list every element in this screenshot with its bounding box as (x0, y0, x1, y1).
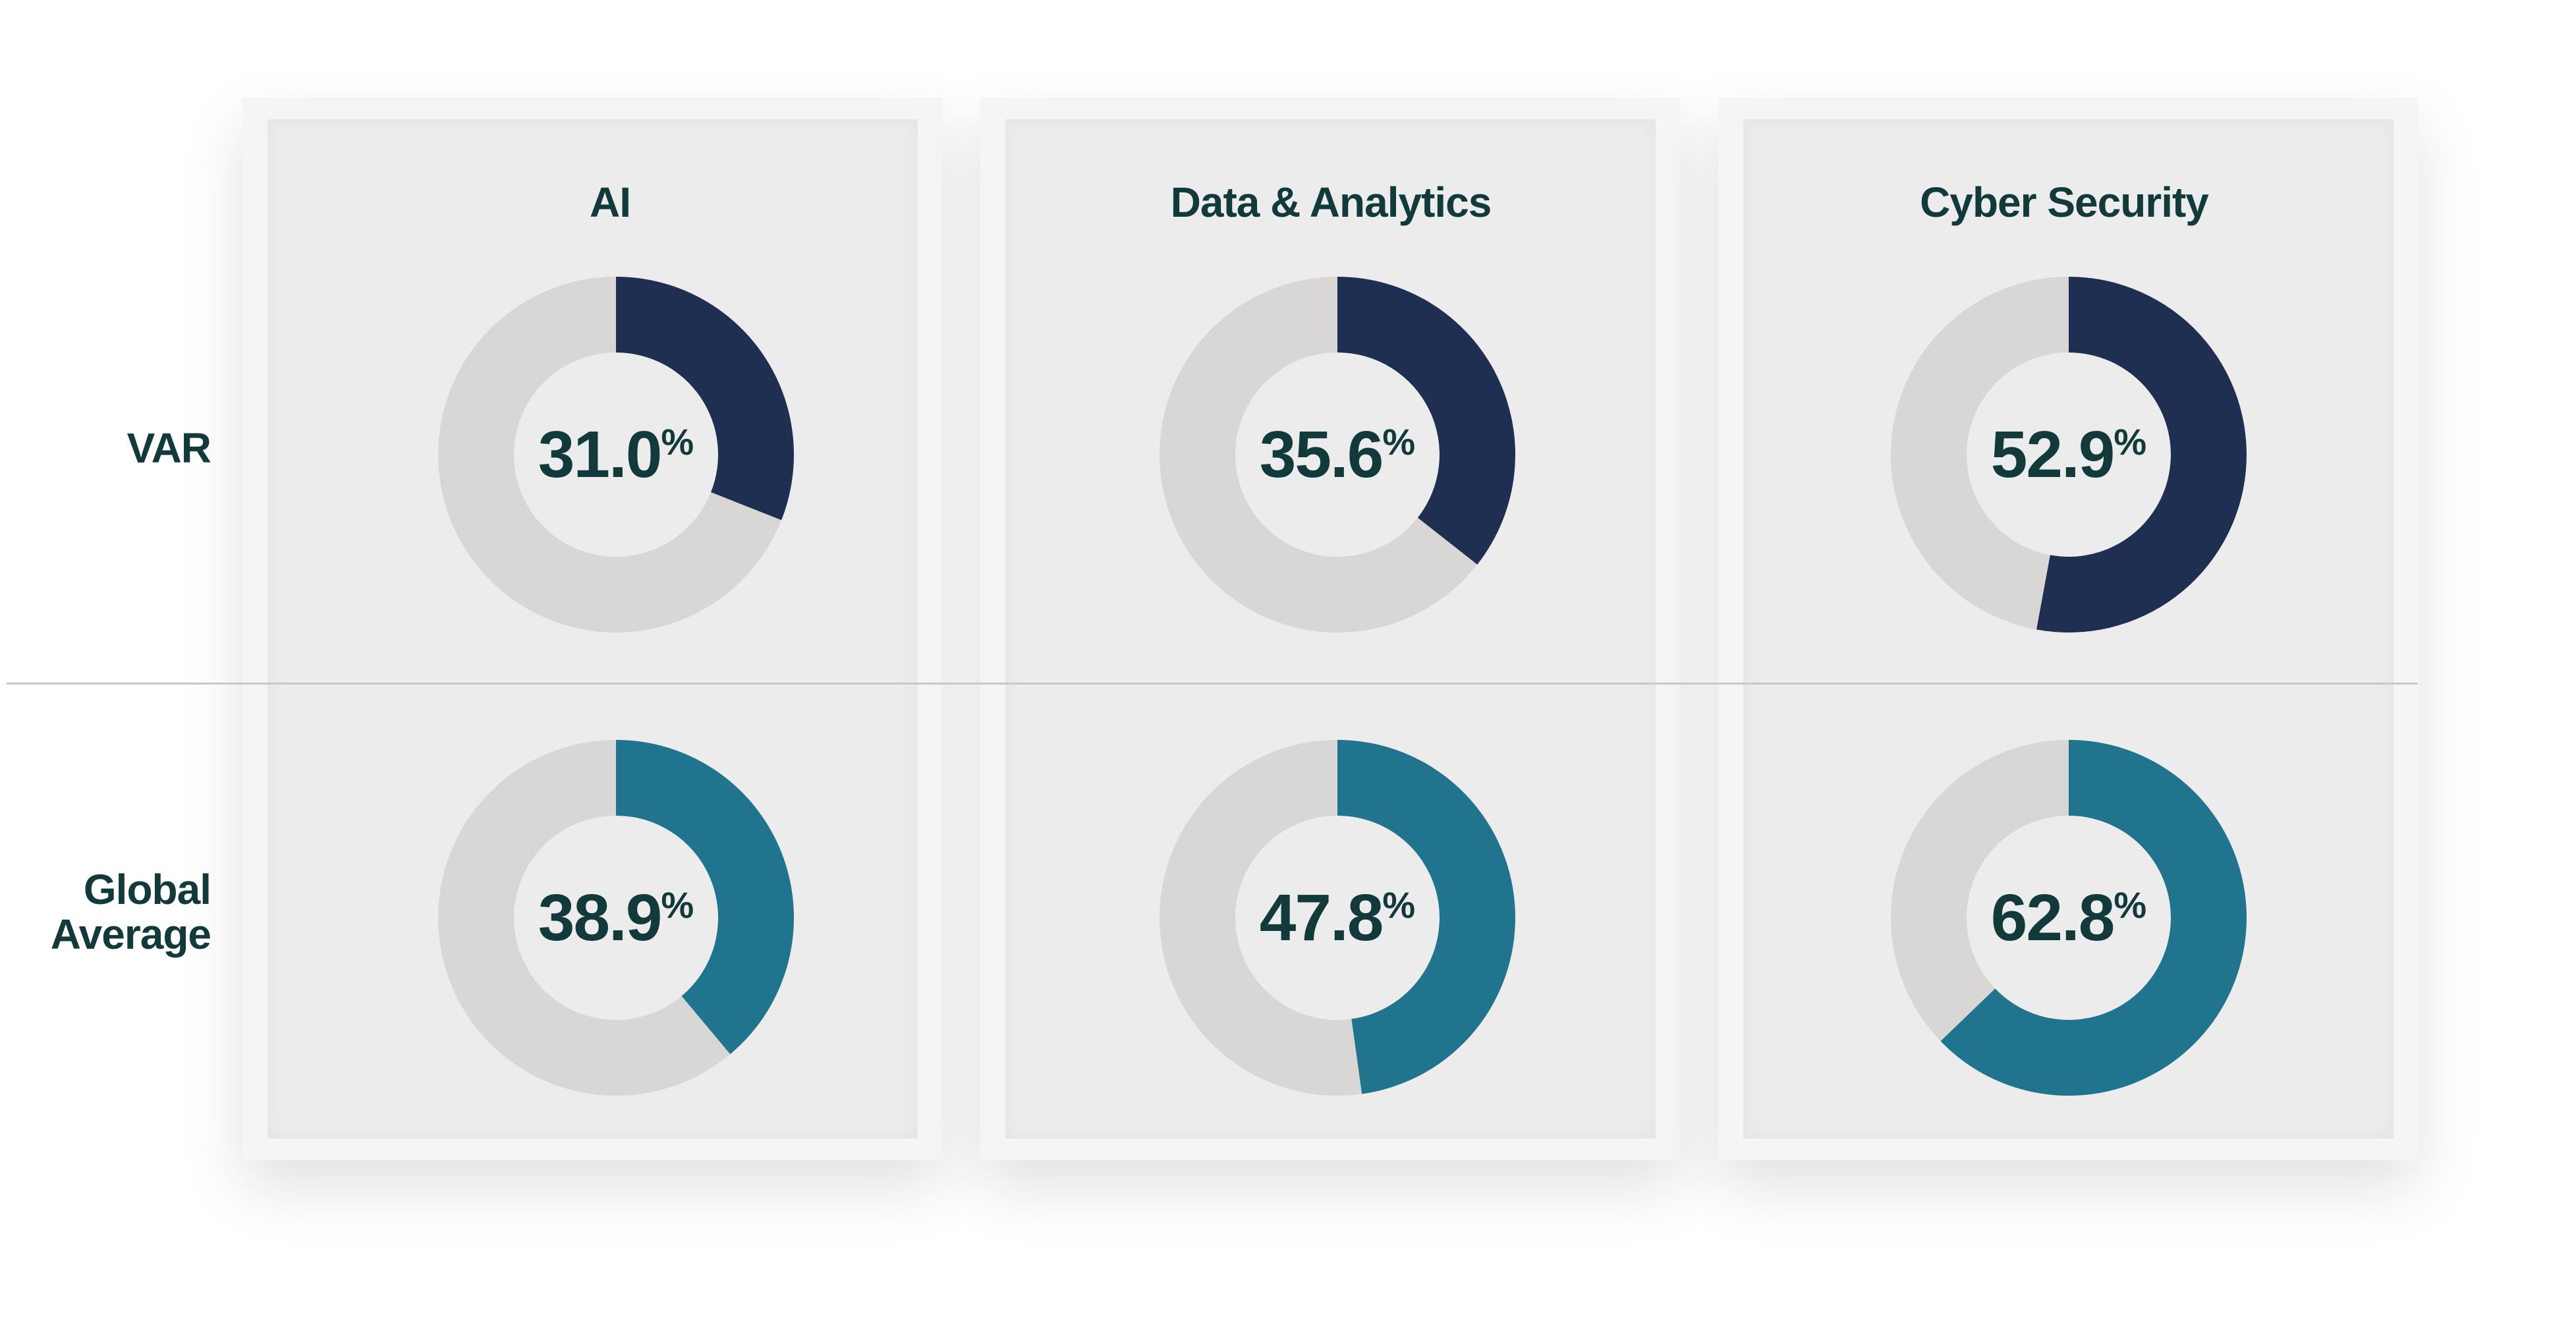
donut-value-arc (1337, 740, 1515, 1094)
donut-global-average-data-and-analytics: 47.8% (1160, 740, 1515, 1096)
donut-value-number: 35.6 (1259, 417, 1384, 492)
donut-svg (438, 277, 794, 632)
donut-percent-sign: % (1382, 884, 1416, 926)
donut-value-number: 52.9 (1990, 417, 2115, 492)
donut-value-label: 38.9% (438, 740, 794, 1096)
row-divider (7, 683, 2418, 685)
donut-value-arc (1337, 277, 1515, 565)
donut-var-cyber-security: 52.9% (1891, 277, 2247, 632)
donut-value-number: 47.8 (1259, 880, 1384, 955)
donut-var-ai: 31.0% (438, 277, 794, 632)
donut-svg (438, 740, 794, 1096)
donut-value-label: 35.6% (1160, 277, 1515, 632)
donut-value-arc (616, 277, 794, 520)
donut-value-label: 47.8% (1160, 740, 1515, 1096)
donut-value-label: 31.0% (438, 277, 794, 632)
donut-percent-sign: % (661, 884, 694, 926)
row-label-global-average-line-2: Average (50, 911, 211, 958)
donut-svg (1891, 740, 2247, 1096)
donut-percent-sign: % (2114, 421, 2147, 463)
row-label-global-average-line-1: Global (83, 866, 211, 913)
column-title-ai: AI (590, 179, 631, 226)
donut-value-arc (616, 740, 794, 1054)
donut-global-average-cyber-security: 62.8% (1891, 740, 2247, 1096)
donut-value-label: 62.8% (1891, 740, 2247, 1096)
donut-value-number: 31.0 (538, 417, 663, 492)
donut-percent-sign: % (661, 421, 694, 463)
row-label-var-line-1: VAR (126, 424, 211, 472)
donut-value-number: 38.9 (538, 880, 663, 955)
donut-value-arc (1940, 740, 2247, 1096)
donut-percent-sign: % (1382, 421, 1416, 463)
donut-var-data-and-analytics: 35.6% (1160, 277, 1515, 632)
donut-svg (1160, 740, 1515, 1096)
donut-svg (1160, 277, 1515, 632)
column-title-cyber-security: Cyber Security (1920, 179, 2209, 226)
donut-global-average-ai: 38.9% (438, 740, 794, 1096)
donut-value-arc (2036, 277, 2247, 632)
row-label-var: VAR (127, 426, 211, 470)
donut-percent-sign: % (2114, 884, 2147, 926)
donut-svg (1891, 277, 2247, 632)
donut-value-number: 62.8 (1990, 880, 2115, 955)
donut-value-label: 52.9% (1891, 277, 2247, 632)
row-label-global-average: Global Average (51, 867, 211, 957)
column-title-data-analytics: Data & Analytics (1170, 179, 1492, 226)
